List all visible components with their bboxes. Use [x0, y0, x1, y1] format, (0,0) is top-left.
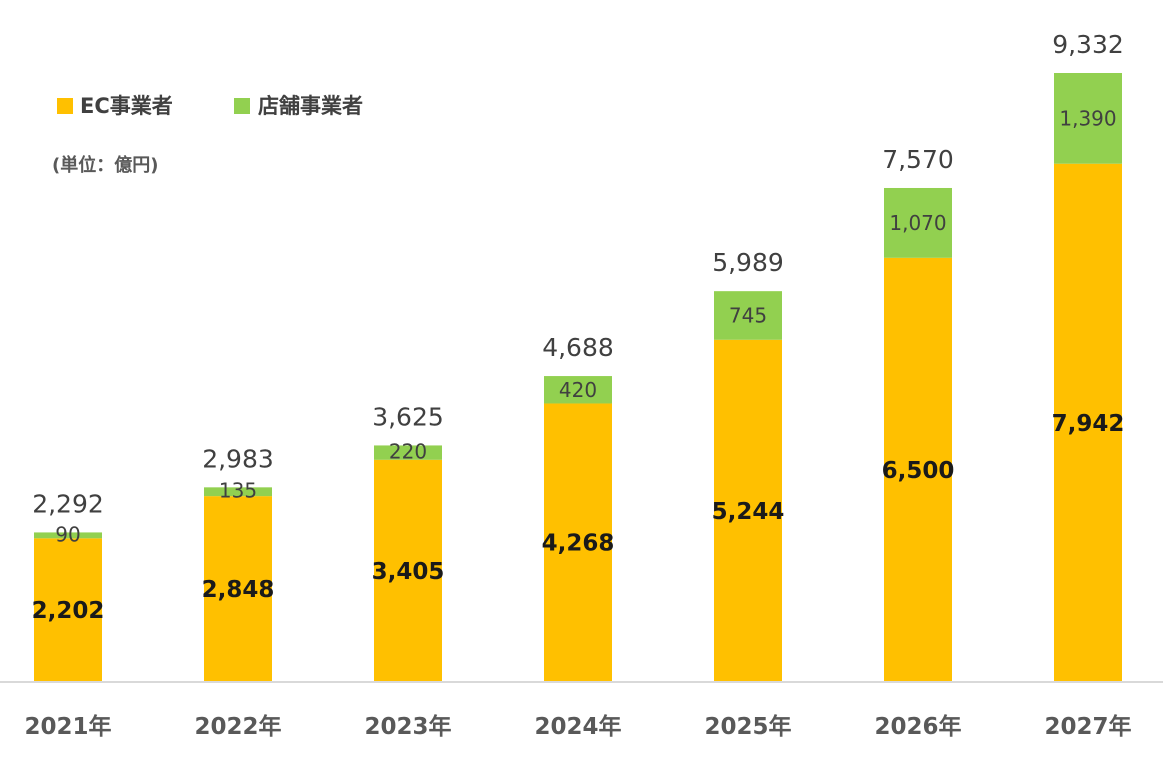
bar-store-2024年: [544, 376, 612, 404]
value-label-store: 220: [389, 440, 427, 464]
total-label: 3,625: [372, 402, 444, 431]
value-label-ec: 3,405: [372, 559, 445, 585]
x-tick-label: 2026年: [874, 713, 961, 740]
x-tick-label: 2025年: [704, 713, 791, 740]
value-label-store: 1,070: [889, 211, 946, 235]
x-tick-label: 2022年: [194, 713, 281, 740]
bar-ec-2021年: [34, 538, 102, 682]
x-tick-label: 2021年: [24, 713, 111, 740]
bar-store-2022年: [204, 487, 272, 497]
total-label: 2,983: [202, 444, 274, 473]
bar-store-2025年: [714, 291, 782, 340]
value-label-store: 90: [55, 522, 80, 546]
unit-label: (単位：億円): [52, 154, 158, 176]
x-tick-label: 2027年: [1044, 713, 1131, 740]
value-label-ec: 4,268: [542, 531, 615, 557]
total-label: 9,332: [1052, 30, 1124, 59]
legend-swatch-ec: [57, 98, 73, 114]
x-tick-label: 2024年: [534, 713, 621, 740]
bar-store-2021年: [34, 532, 102, 539]
bar-ec-2023年: [374, 459, 442, 682]
total-label: 5,989: [712, 248, 784, 277]
bar-ec-2026年: [884, 257, 952, 682]
value-label-ec: 2,202: [32, 598, 105, 624]
bar-store-2026年: [884, 187, 952, 258]
bar-store-2027年: [1054, 73, 1122, 164]
legend-label-store: 店舗事業者: [258, 94, 363, 118]
bar-ec-2025年: [714, 339, 782, 682]
value-label-ec: 5,244: [712, 499, 785, 525]
legend-label-ec: EC事業者: [80, 94, 173, 118]
value-label-ec: 6,500: [882, 458, 955, 484]
bar-ec-2024年: [544, 403, 612, 682]
total-label: 4,688: [542, 333, 614, 362]
total-label: 2,292: [32, 489, 104, 518]
value-label-store: 1,390: [1059, 106, 1116, 130]
value-label-store: 135: [219, 479, 257, 503]
x-axis-ticks: 2021年 2022年 2023年 2024年 2025年 2026年 2027年: [24, 713, 1131, 740]
legend: EC事業者 店舗事業者: [57, 94, 363, 118]
bar-store-2023年: [374, 445, 442, 460]
total-label: 7,570: [882, 145, 954, 174]
bar-ec-2022年: [204, 496, 272, 682]
value-label-ec: 2,848: [202, 577, 275, 603]
bars-group: 2,202 90 2,292 2,848 135 2,983 3,405 220 3,625 4,…: [32, 30, 1125, 683]
value-label-store: 420: [559, 378, 597, 402]
value-label-store: 745: [729, 303, 767, 327]
value-label-ec: 7,942: [1052, 411, 1125, 437]
x-tick-label: 2023年: [364, 713, 451, 740]
bar-ec-2027年: [1054, 163, 1122, 683]
legend-swatch-store: [234, 98, 250, 114]
